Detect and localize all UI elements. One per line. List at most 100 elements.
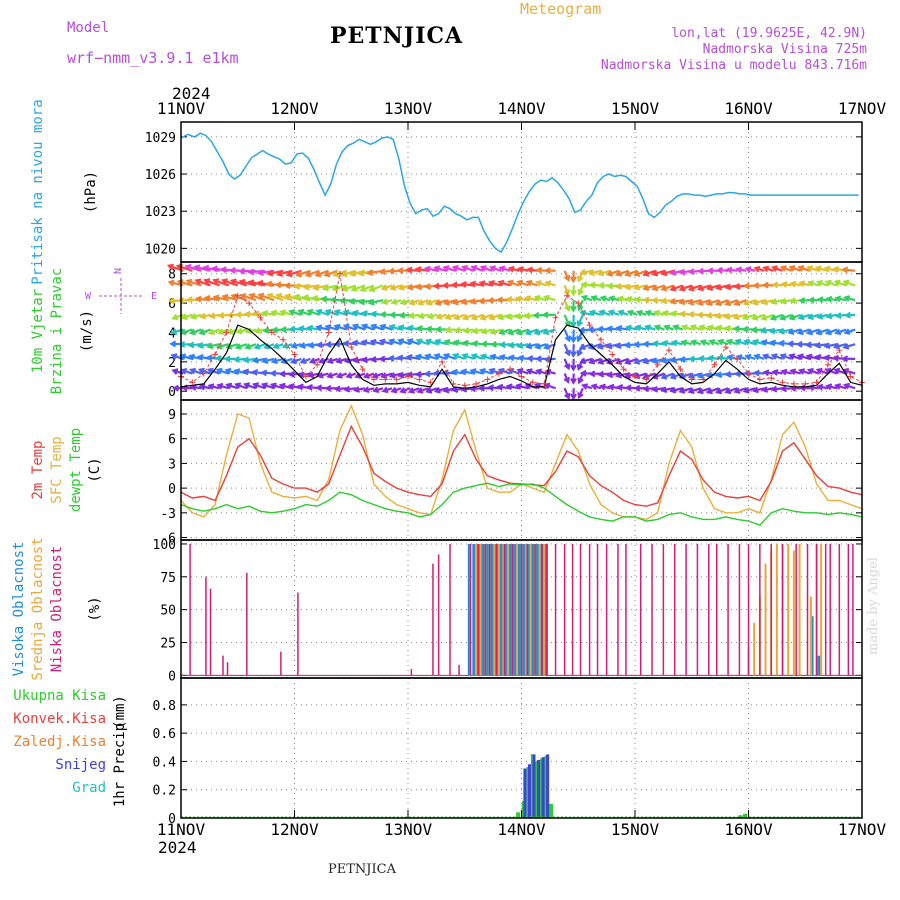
high-cloud-bar (810, 616, 814, 676)
wind-arrow (249, 293, 266, 302)
wind-arrow-head (442, 353, 450, 360)
temp-dewpt-line (180, 482, 863, 527)
wind-arrow-head (660, 269, 668, 277)
wind-arrow-head (806, 313, 814, 320)
wind-arrow (643, 284, 656, 290)
wind-arrow-head (424, 353, 432, 360)
wind-arrow-head (433, 265, 441, 273)
wind-arrow-head (644, 309, 652, 317)
wind-arrow-head (256, 279, 264, 287)
wind-arrow-head (824, 279, 832, 287)
low-cloud-bar (579, 543, 582, 676)
wind-arrow-head (815, 367, 823, 375)
wind-arrow-head (814, 265, 822, 273)
wind-arrow-head (814, 353, 822, 361)
wind-arrow-head (770, 353, 778, 360)
low-cloud-bar (747, 543, 750, 676)
wind-arrow-head (770, 298, 778, 305)
wind-arrow-head (769, 314, 777, 321)
low-cloud-bar (534, 543, 536, 676)
wind-arrow-head (752, 369, 760, 377)
wind-arrow (353, 341, 366, 346)
wind-arrow (416, 355, 429, 360)
wind-arrow-head (260, 382, 268, 389)
wind-arrow (788, 328, 801, 334)
wind-arrow-head (678, 268, 686, 276)
wind-arrow-head (444, 313, 452, 321)
wind-arrow-head (716, 354, 724, 362)
wind-arrow-head (515, 383, 523, 390)
wind-arrow-head (770, 385, 778, 393)
wind-arrow-head (543, 294, 550, 302)
wind-arrow-head (315, 308, 323, 316)
mid-cloud-bar (497, 543, 500, 676)
low-cloud-bar (708, 543, 710, 676)
wind-arrow-head (761, 298, 769, 306)
x-tick-label-top: 15NOV (611, 99, 660, 118)
precip-units: (mm) (112, 695, 128, 729)
wind-arrow-head (423, 370, 431, 378)
wind-arrow-head (532, 311, 540, 319)
wind-arrow-head (786, 340, 794, 348)
wind-arrow-head (360, 339, 368, 346)
wind-arrow-head (370, 323, 377, 331)
wind-arrow-head (687, 268, 695, 276)
y-tick-label: -3 (160, 507, 176, 522)
wind-arrow (671, 284, 684, 291)
wind-arrow-head (841, 355, 849, 363)
mid-cloud-bar (798, 543, 801, 676)
wind-gust-marker (382, 376, 389, 383)
wind-arrow-head (687, 387, 695, 395)
low-cloud-bar (639, 543, 642, 676)
wind-arrow (407, 339, 420, 346)
wind-arrow-head (842, 343, 850, 350)
mid-cloud-bar (493, 543, 496, 676)
wind-arrow-head (534, 355, 542, 363)
wind-arrow-head (180, 313, 188, 321)
snow-bar (541, 757, 545, 818)
wind-arrow-head (343, 385, 351, 393)
wind-arrow-head (564, 305, 571, 312)
wind-arrow-head (345, 372, 353, 379)
wind-arrow (434, 354, 447, 360)
wind-arrow-head (497, 279, 505, 287)
wind-arrow-head (597, 269, 605, 277)
wind-arrow (543, 328, 556, 334)
wind-arrow-head (507, 341, 515, 349)
wind-arrow-head (234, 382, 242, 389)
wind-arrow-head (326, 357, 334, 364)
wind-arrow-head (189, 367, 197, 375)
high-cloud-bar (535, 543, 539, 676)
wind-arrow-head (741, 313, 749, 321)
wind-arrow (217, 368, 230, 375)
wind-arrow-head (270, 357, 278, 365)
wind-arrow (362, 340, 375, 346)
wind-arrow-head (570, 351, 577, 358)
wind-gust-marker (359, 366, 366, 373)
wind-arrow-head (479, 265, 487, 272)
wind-arrow-head (288, 309, 296, 316)
wind-arrow-head (498, 265, 506, 273)
wind-arrow-head (762, 369, 770, 377)
wind-arrow (643, 357, 656, 364)
precip-legend-item: Zaledj.Kisa (13, 734, 106, 750)
wind-arrow-head (167, 263, 174, 271)
wind-arrow-head (778, 327, 785, 335)
wind-arrow-head (844, 311, 852, 319)
wind-arrow-head (660, 373, 668, 380)
wind-arrow-head (397, 338, 405, 345)
wind-arrow-head (252, 310, 260, 318)
wind-arrow-head (615, 282, 623, 290)
wind-arrow (498, 313, 511, 320)
wind-arrow-head (733, 299, 741, 307)
wind-arrow (843, 369, 856, 375)
wind-arrow-head (217, 328, 225, 335)
wind-arrow (834, 343, 847, 349)
wind-arrow-head (577, 288, 584, 296)
wind-arrow-head (451, 298, 459, 306)
x-tick-label-top: 17NOV (838, 99, 887, 118)
wind-arrow-head (333, 323, 341, 331)
wind-arrow-head (172, 384, 179, 392)
wind-arrow-head (357, 269, 365, 277)
wind-arrow-head (489, 353, 497, 361)
